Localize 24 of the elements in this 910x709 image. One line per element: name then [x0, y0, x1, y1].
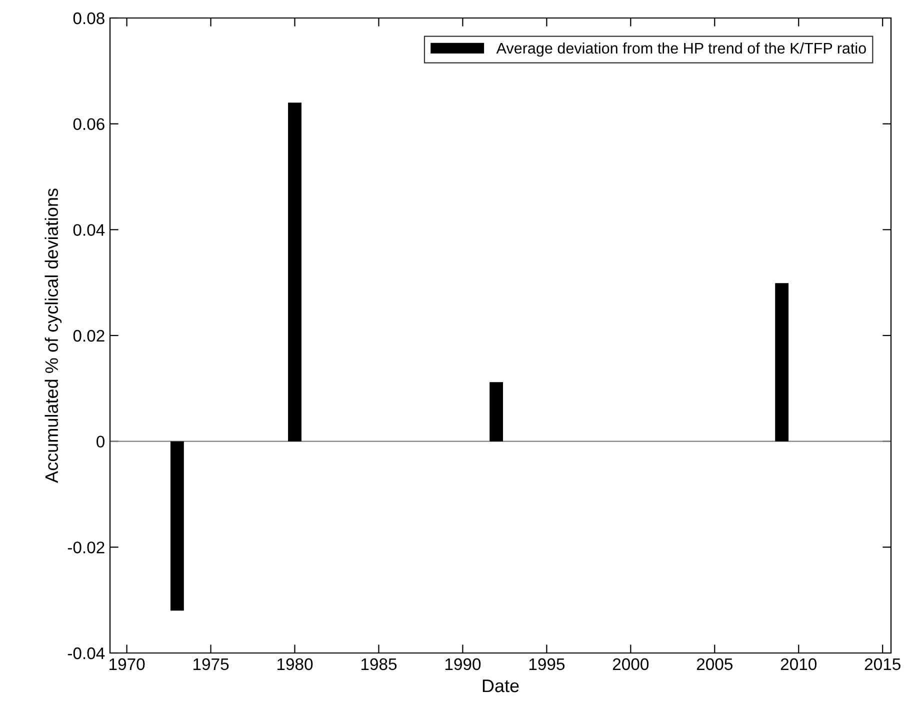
x-tick-label: 1975: [194, 658, 229, 670]
x-tick-label: 2005: [696, 658, 732, 670]
y-tick-label: -0.04: [68, 647, 105, 660]
x-tick-label: 2010: [780, 658, 817, 670]
x-tick-label: 2015: [864, 658, 900, 670]
y-tick-label: 0.08: [73, 12, 104, 24]
x-axis-title: Date: [482, 680, 519, 692]
y-tick-label: 0.04: [73, 224, 105, 236]
y-tick-label: 0.06: [73, 118, 104, 130]
x-tick-label: 1980: [277, 658, 313, 670]
y-tick-label: 0: [96, 436, 104, 448]
y-tick-label: -0.02: [68, 542, 104, 554]
x-tick-label: 2000: [612, 658, 649, 670]
legend-label: Average deviation from the HP trend of the K/TFP ratio: [496, 42, 866, 57]
bar: [288, 102, 302, 442]
y-tick-label: 0.02: [73, 330, 104, 342]
y-axis-title: Accumulated % of cyclical deviations: [44, 188, 62, 483]
x-tick-label: 1985: [361, 658, 397, 670]
bar: [490, 382, 504, 442]
x-tick-label: 1990: [445, 658, 481, 670]
x-tick-label: 1970: [110, 658, 145, 670]
bar: [775, 283, 789, 442]
bar: [170, 441, 184, 611]
x-tick-label: 1995: [529, 658, 565, 670]
